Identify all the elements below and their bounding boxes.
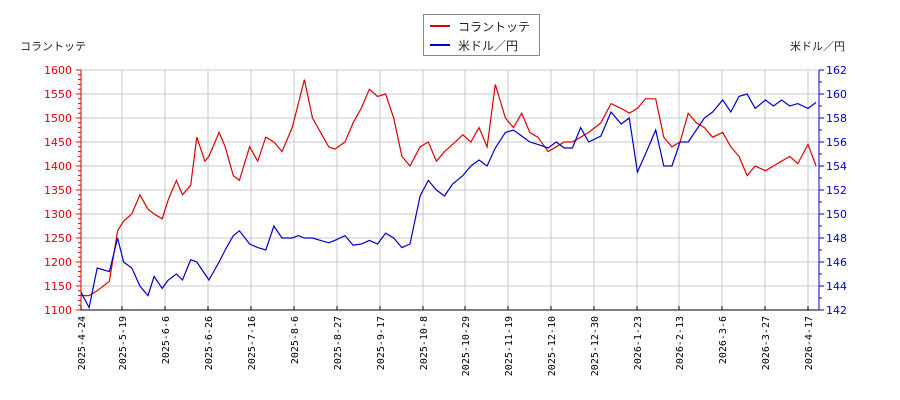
x-tick-label: 2025-6-6 — [161, 316, 172, 364]
left-tick-label: 1100 — [44, 304, 72, 317]
legend-label: 米ドル／円 — [458, 38, 519, 53]
legend-item-usdjpy: 米ドル／円 — [430, 37, 518, 53]
left-axis-title: コラントッテ — [20, 40, 86, 53]
x-tick-label: 2025-11-19 — [504, 316, 515, 376]
right-tick-label: 162 — [826, 64, 847, 77]
x-tick-label: 2026-1-23 — [633, 316, 644, 370]
right-tick-label: 150 — [826, 208, 847, 221]
legend-item-colantotte: コラントッテ — [430, 18, 530, 34]
left-tick-label: 1550 — [44, 88, 72, 101]
colantotte-line — [81, 79, 817, 297]
x-tick-label: 2025-12-30 — [590, 316, 601, 376]
right-tick-label: 152 — [826, 184, 847, 197]
left-tick-label: 1150 — [44, 280, 72, 293]
right-tick-label: 144 — [826, 280, 847, 293]
left-tick-label: 1200 — [44, 256, 72, 269]
x-tick-label: 2025-6-26 — [204, 316, 215, 370]
x-tick-label: 2026-3-27 — [761, 316, 772, 370]
legend-label: コラントッテ — [458, 19, 531, 34]
x-tick-label: 2025-8-27 — [333, 316, 344, 370]
x-tick-label: 2026-3-6 — [718, 316, 729, 364]
right-tick-label: 154 — [826, 160, 847, 173]
left-tick-label: 1400 — [44, 160, 72, 173]
left-tick-label: 1600 — [44, 64, 72, 77]
right-tick-label: 158 — [826, 112, 847, 125]
x-tick-label: 2025-4-24 — [77, 316, 88, 370]
x-tick-label: 2025-8-6 — [290, 316, 301, 364]
right-axis-title: 米ドル／円 — [790, 40, 845, 53]
right-tick-label: 156 — [826, 136, 847, 149]
left-tick-label: 1300 — [44, 208, 72, 221]
right-tick-label: 146 — [826, 256, 847, 269]
x-tick-label: 2025-5-19 — [118, 316, 129, 370]
left-tick-label: 1250 — [44, 232, 72, 245]
x-tick-label: 2025-9-17 — [376, 316, 387, 370]
usdjpy-line — [80, 93, 817, 310]
blue-line-icon — [430, 44, 450, 46]
red-line-icon — [430, 25, 450, 27]
left-tick-label: 1500 — [44, 112, 72, 125]
x-tick-label: 2026-4-17 — [804, 316, 815, 370]
x-tick-label: 2025-7-16 — [247, 316, 258, 370]
x-tick-label: 2025-12-10 — [547, 316, 558, 376]
x-tick-label: 2025-10-29 — [461, 316, 472, 376]
legend: コラントッテ 米ドル／円 — [423, 14, 540, 56]
right-tick-label: 142 — [826, 304, 847, 317]
right-tick-label: 160 — [826, 88, 847, 101]
grid — [80, 69, 819, 311]
x-tick-label: 2025-10-8 — [419, 316, 430, 370]
left-tick-label: 1350 — [44, 184, 72, 197]
x-tick-label: 2026-2-13 — [675, 316, 686, 370]
left-tick-label: 1450 — [44, 136, 72, 149]
right-tick-label: 148 — [826, 232, 847, 245]
